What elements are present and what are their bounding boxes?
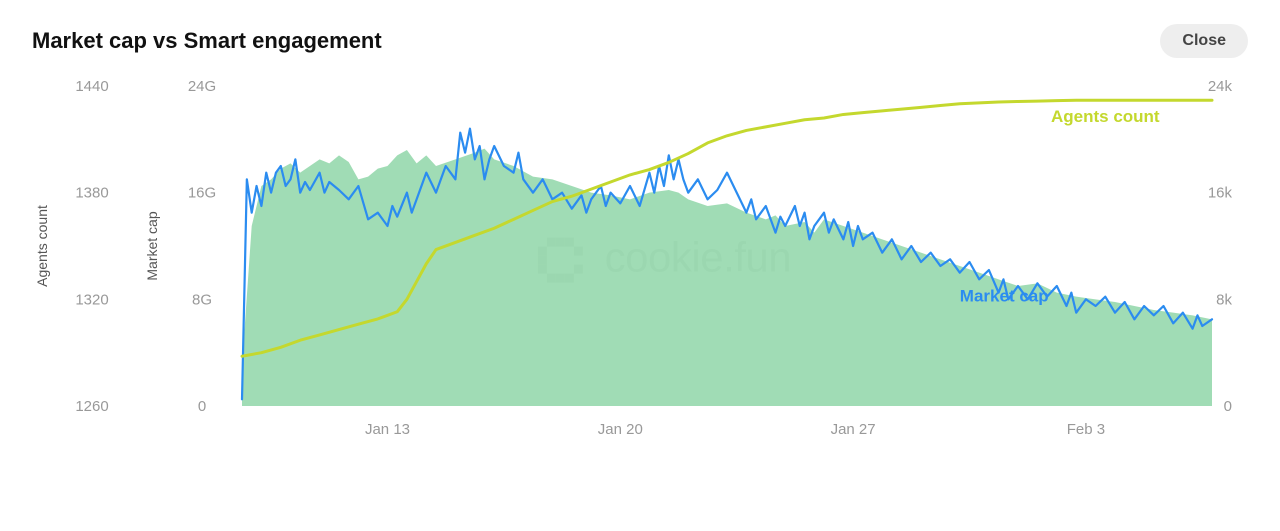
chart-title: Market cap vs Smart engagement xyxy=(32,28,382,54)
header-row: Market cap vs Smart engagement Close xyxy=(32,24,1248,58)
y-left-outer-tick: 1380 xyxy=(75,185,108,202)
chart-area: cookie.funMarket capAgents countJan 13Ja… xyxy=(32,66,1248,476)
label-market-cap: Market cap xyxy=(960,286,1049,305)
y-left-inner-title: Market cap xyxy=(144,211,160,280)
series-smart-engagement-area xyxy=(242,149,1212,406)
y-right-tick: 24k xyxy=(1208,78,1233,95)
y-left-inner-tick: 8G xyxy=(192,291,212,308)
chart-svg: cookie.funMarket capAgents countJan 13Ja… xyxy=(32,66,1248,476)
y-left-outer-tick: 1320 xyxy=(75,291,108,308)
y-right-tick: 8k xyxy=(1216,291,1232,308)
x-tick-label: Feb 3 xyxy=(1067,421,1105,438)
y-left-outer-title: Agents count xyxy=(34,205,50,287)
close-button[interactable]: Close xyxy=(1160,24,1248,58)
y-left-outer-tick: 1260 xyxy=(75,398,108,415)
x-tick-label: Jan 27 xyxy=(831,421,876,438)
y-left-inner-tick: 16G xyxy=(188,185,216,202)
y-right-tick: 0 xyxy=(1224,398,1232,415)
x-tick-label: Jan 20 xyxy=(598,421,643,438)
y-left-outer-tick: 1440 xyxy=(75,78,108,95)
y-left-inner-tick: 24G xyxy=(188,78,216,95)
chart-card: Market cap vs Smart engagement Close coo… xyxy=(0,0,1280,531)
y-right-tick: 16k xyxy=(1208,185,1233,202)
y-left-inner-tick: 0 xyxy=(198,398,206,415)
x-tick-label: Jan 13 xyxy=(365,421,410,438)
label-agents-count: Agents count xyxy=(1051,107,1160,126)
